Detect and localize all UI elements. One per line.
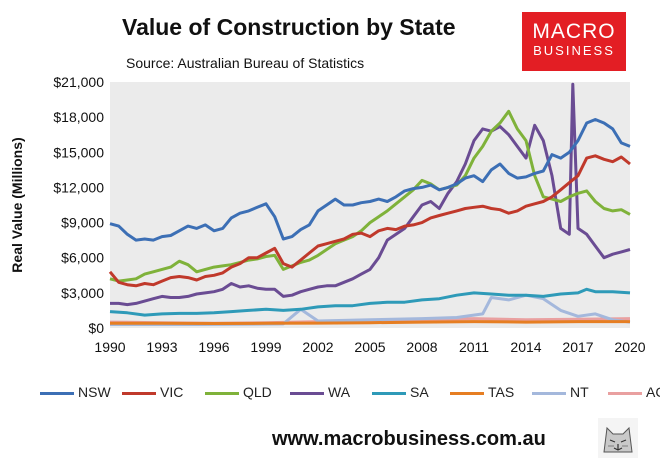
x-tick-label: 1990 [94, 339, 125, 355]
legend-label: ACT [646, 384, 660, 400]
legend-item-vic: VIC [122, 384, 183, 404]
series-line-tas [110, 320, 630, 325]
legend-item-qld: QLD [205, 384, 272, 404]
series-line-nsw [109, 118, 631, 242]
legend-label: NSW [78, 384, 111, 400]
series-line-vic [108, 154, 631, 288]
legend-swatch [290, 391, 324, 395]
legend-label: QLD [243, 384, 272, 400]
macro-business-logo: MACRO BUSINESS [522, 12, 626, 71]
y-tick-label: $0 [88, 320, 104, 336]
x-tick-label: 2017 [562, 339, 593, 355]
y-tick-label: $3,000 [61, 285, 104, 301]
x-tick-label: 2011 [459, 339, 489, 355]
logo-line2: BUSINESS [533, 43, 615, 58]
legend-swatch [608, 391, 642, 395]
legend-item-nsw: NSW [40, 384, 111, 404]
series-line-qld [109, 109, 631, 283]
legend-swatch [372, 391, 406, 395]
legend: NSW VIC QLD WA SA TAS NT ACT [40, 384, 660, 404]
legend-label: SA [410, 384, 429, 400]
legend-item-act: ACT [608, 384, 660, 404]
x-tick-label: 1993 [146, 339, 177, 355]
legend-swatch [450, 391, 484, 395]
x-tick-label: 1999 [250, 339, 281, 355]
x-tick-label: 2002 [302, 339, 333, 355]
legend-label: NT [570, 384, 589, 400]
wildcat-icon [598, 418, 638, 458]
footer-url: www.macrobusiness.com.au [272, 428, 546, 450]
legend-item-wa: WA [290, 384, 350, 404]
x-tick-label: 2014 [510, 339, 541, 355]
chart-title: Value of Construction by State [122, 14, 456, 40]
y-tick-label: $6,000 [61, 250, 104, 266]
legend-item-nt: NT [532, 384, 589, 404]
legend-item-sa: SA [372, 384, 429, 404]
y-tick-label: $9,000 [61, 215, 104, 231]
series-line-sa [109, 287, 631, 317]
x-tick-label: 2020 [614, 339, 645, 355]
x-tick-label: 2008 [406, 339, 437, 355]
series-line-wa [110, 82, 631, 307]
legend-swatch [205, 391, 239, 395]
plot-area [110, 82, 630, 328]
y-tick-label: $21,000 [53, 74, 104, 90]
chart-subtitle: Source: Australian Bureau of Statistics [126, 55, 365, 71]
x-tick-label: 1996 [198, 339, 229, 355]
legend-label: TAS [488, 384, 515, 400]
y-axis-label: Real Value (Millions) [9, 137, 25, 272]
legend-swatch [532, 391, 566, 395]
y-axis-ticks: $0 $3,000 $6,000 $9,000 $12,000 $15,000 $18,00… [53, 74, 104, 336]
legend-item-tas: TAS [450, 384, 514, 404]
x-axis-ticks: 1990 1993 1996 1999 2002 2005 2008 2011 2014 2017… [94, 339, 645, 355]
y-tick-label: $15,000 [53, 144, 104, 160]
series-line-nt [110, 293, 631, 326]
line-chart: $0 $3,000 $6,000 $9,000 $12,000 $15,000 $18,00… [9, 74, 646, 355]
series-lines [108, 82, 631, 326]
y-tick-label: $12,000 [53, 179, 104, 195]
logo-line1: MACRO [532, 20, 616, 43]
x-tick-label: 2005 [354, 339, 385, 355]
legend-label: VIC [160, 384, 184, 400]
legend-swatch [40, 391, 74, 395]
legend-label: WA [328, 384, 351, 400]
legend-swatch [122, 391, 156, 395]
y-tick-label: $18,000 [53, 109, 104, 125]
